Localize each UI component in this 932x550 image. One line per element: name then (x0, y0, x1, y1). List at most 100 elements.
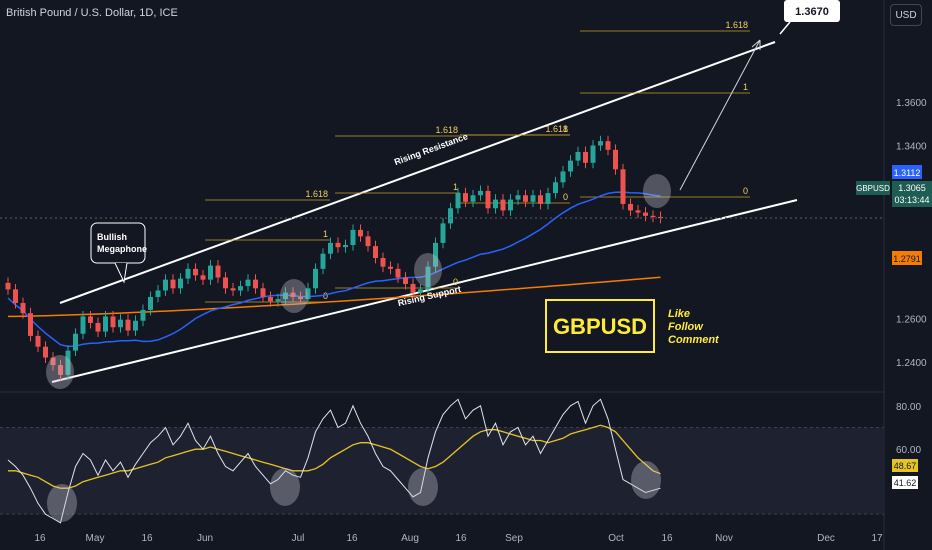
candle-body (508, 199, 513, 211)
cta-text: Like (668, 308, 690, 320)
candle-body (515, 195, 521, 200)
candle-body (403, 277, 408, 284)
candle-body (238, 286, 243, 291)
price-tick-label: 1.2400 (896, 358, 927, 369)
fib-level-label: 0 (453, 277, 458, 287)
candle-body (538, 195, 543, 204)
cta-text: Comment (668, 334, 720, 346)
candle-body (65, 350, 71, 375)
time-tick-label: Jul (292, 533, 305, 544)
candle-body (283, 292, 288, 300)
candle-body (95, 322, 101, 332)
candle-body (463, 193, 468, 202)
time-tick-label: 16 (141, 533, 153, 544)
resistance-label: Rising Resistance (393, 131, 469, 167)
ticker-box (545, 299, 655, 353)
candle-body (328, 242, 333, 254)
candle-body (133, 320, 138, 331)
candle-body (110, 316, 116, 328)
rsi-touch-highlight (47, 484, 77, 522)
ma50-price-tag (892, 165, 922, 179)
time-tick-label: May (86, 533, 105, 544)
target-callout-box (784, 0, 840, 22)
candle-body (305, 288, 311, 300)
candle-body (650, 215, 656, 218)
candle-body (178, 278, 183, 289)
candle-body (470, 195, 476, 202)
symbol-tag-label: GBPUSD (856, 184, 890, 193)
symbol-tag (856, 181, 890, 195)
time-tick-label: Sep (505, 533, 523, 544)
candle-body (358, 229, 363, 237)
candle-body (373, 246, 378, 259)
candle-body (163, 279, 168, 291)
candle-body (215, 265, 221, 278)
pattern-callout-line1: Bullish (97, 232, 127, 242)
candle-body (118, 319, 123, 328)
candle-body (343, 245, 348, 248)
ma50-price-label: 1.3112 (894, 168, 921, 178)
candle-body (58, 365, 63, 375)
time-tick-label: 16 (661, 533, 673, 544)
ma200-line (8, 276, 661, 318)
fib-level-label: 1 (453, 182, 458, 192)
target-callout-pointer (779, 21, 791, 35)
candle-body (43, 346, 48, 358)
candle-body (313, 268, 318, 289)
candle-body (485, 190, 491, 209)
candle-body (493, 199, 498, 209)
rsi-value-label: 41.62 (894, 478, 917, 488)
projection-arrow (679, 39, 761, 191)
rising-support-line (51, 199, 798, 383)
candle-body (170, 279, 176, 289)
candle-body (230, 288, 236, 291)
time-tick-label: Dec (817, 533, 835, 544)
last-price-label: 1.3065 (898, 183, 926, 193)
candle-body (140, 309, 146, 321)
time-tick-label: Nov (715, 533, 733, 544)
candle-body (335, 242, 341, 248)
rsi-tick-label: 80.00 (896, 402, 921, 413)
candle-body (448, 208, 453, 224)
candle-body (440, 223, 446, 243)
fib-level-label: 1 (323, 229, 328, 239)
candle-body (590, 145, 596, 163)
candle-body (155, 290, 161, 297)
candle-body (350, 229, 356, 246)
candle-body (388, 266, 393, 269)
rsi-value-tag (892, 476, 918, 489)
candle-body (568, 160, 573, 172)
candle-body (290, 292, 296, 297)
fib-level-label: 1.618 (725, 20, 748, 30)
candle-body (5, 282, 11, 290)
ma50-line (7, 191, 661, 348)
candle-body (500, 199, 506, 211)
candle-body (605, 141, 611, 150)
target-callout-label: 1.3670 (795, 6, 829, 18)
price-tick-label: 1.2600 (896, 315, 927, 326)
candle-body (478, 190, 483, 196)
currency-button[interactable]: USD (890, 4, 922, 26)
rsi-line (7, 398, 661, 524)
candle-body (553, 182, 558, 194)
fib-level-label: 0 (323, 291, 328, 301)
touch-highlight (414, 253, 442, 287)
time-tick-label: Aug (401, 533, 419, 544)
candle-body (28, 313, 33, 336)
candle-body (260, 288, 266, 297)
projection-arrow-head (751, 39, 761, 48)
fib-level-label: 1.618 (435, 125, 458, 135)
price-tick-label: 1.3400 (896, 141, 927, 152)
candle-body (245, 279, 251, 287)
fib-level-label: 1 (563, 124, 568, 134)
candle-body (613, 149, 618, 170)
candle-body (253, 279, 258, 289)
candle-body (50, 357, 56, 366)
candle-body (583, 151, 588, 163)
candle-body (425, 266, 431, 290)
candle-body (575, 151, 581, 161)
candle-body (275, 299, 281, 302)
candle-body (643, 212, 648, 216)
